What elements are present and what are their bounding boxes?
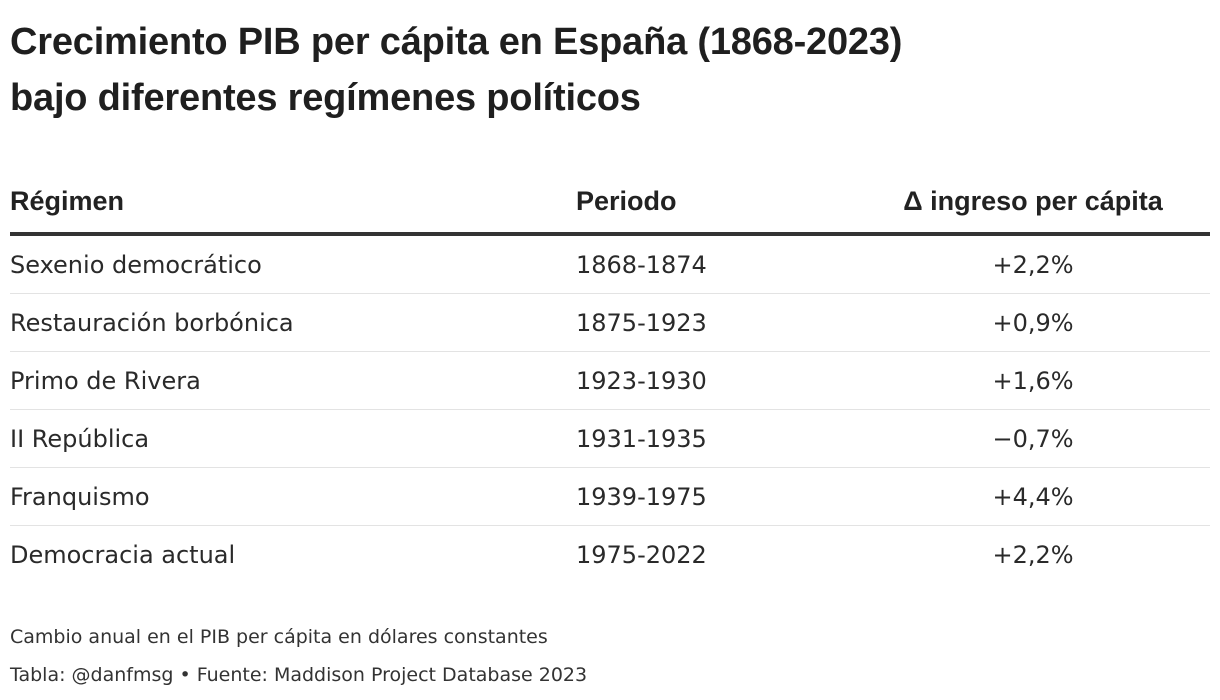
table-note: Cambio anual en el PIB per cápita en dól… <box>10 626 548 648</box>
cell-periodo: 1931-1935 <box>576 409 856 468</box>
column-header-regimen: Régimen <box>10 170 576 236</box>
cell-cambio: +2,2% <box>992 540 1074 569</box>
cell-periodo: 1923-1930 <box>576 351 856 410</box>
cell-periodo: 1975-2022 <box>576 540 707 569</box>
chart-title: Crecimiento PIB per cápita en España (18… <box>10 14 1190 126</box>
cell-regimen: Restauración borbónica <box>10 293 576 352</box>
chart-title-line-1: Crecimiento PIB per cápita en España (18… <box>10 21 903 63</box>
cell-periodo: 1939-1975 <box>576 467 856 526</box>
table-row: Primo de Rivera 1923-1930 +1,6% <box>10 351 1210 410</box>
cell-cambio: +1,6% <box>856 351 1210 410</box>
table-row: Sexenio democrático 1868-1874 +2,2% <box>10 234 1210 294</box>
cell-periodo: 1868-1874 <box>576 234 856 294</box>
cell-regimen: II República <box>10 409 576 468</box>
table-header-row: Régimen Periodo Δ ingreso per cápita <box>10 170 1210 236</box>
table-row: Franquismo 1939-1975 +4,4% <box>10 467 1210 526</box>
cell-cambio: +4,4% <box>856 467 1210 526</box>
cell-regimen: Franquismo <box>10 467 576 526</box>
column-header-cambio: Δ ingreso per cápita <box>856 170 1210 236</box>
source-credit: Tabla: @danfmsg • Fuente: Maddison Proje… <box>10 664 588 686</box>
cell-cambio: +0,9% <box>856 293 1210 352</box>
cell-cambio: −0,7% <box>856 409 1210 468</box>
data-table: Régimen Periodo Δ ingreso per cápita Sex… <box>10 170 1210 583</box>
table-row: Democracia actual 1975-2022 +2,2% <box>10 526 1210 584</box>
cell-cambio: +2,2% <box>856 234 1210 294</box>
cell-regimen: Sexenio democrático <box>10 234 576 294</box>
column-header-periodo: Periodo <box>576 170 856 236</box>
table-row: Restauración borbónica 1875-1923 +0,9% <box>10 293 1210 352</box>
cell-regimen: Democracia actual <box>10 540 236 569</box>
chart-title-line-2: bajo diferentes regímenes políticos <box>10 77 641 119</box>
cell-regimen: Primo de Rivera <box>10 351 576 410</box>
table-row: II República 1931-1935 −0,7% <box>10 409 1210 468</box>
cell-periodo: 1875-1923 <box>576 293 856 352</box>
